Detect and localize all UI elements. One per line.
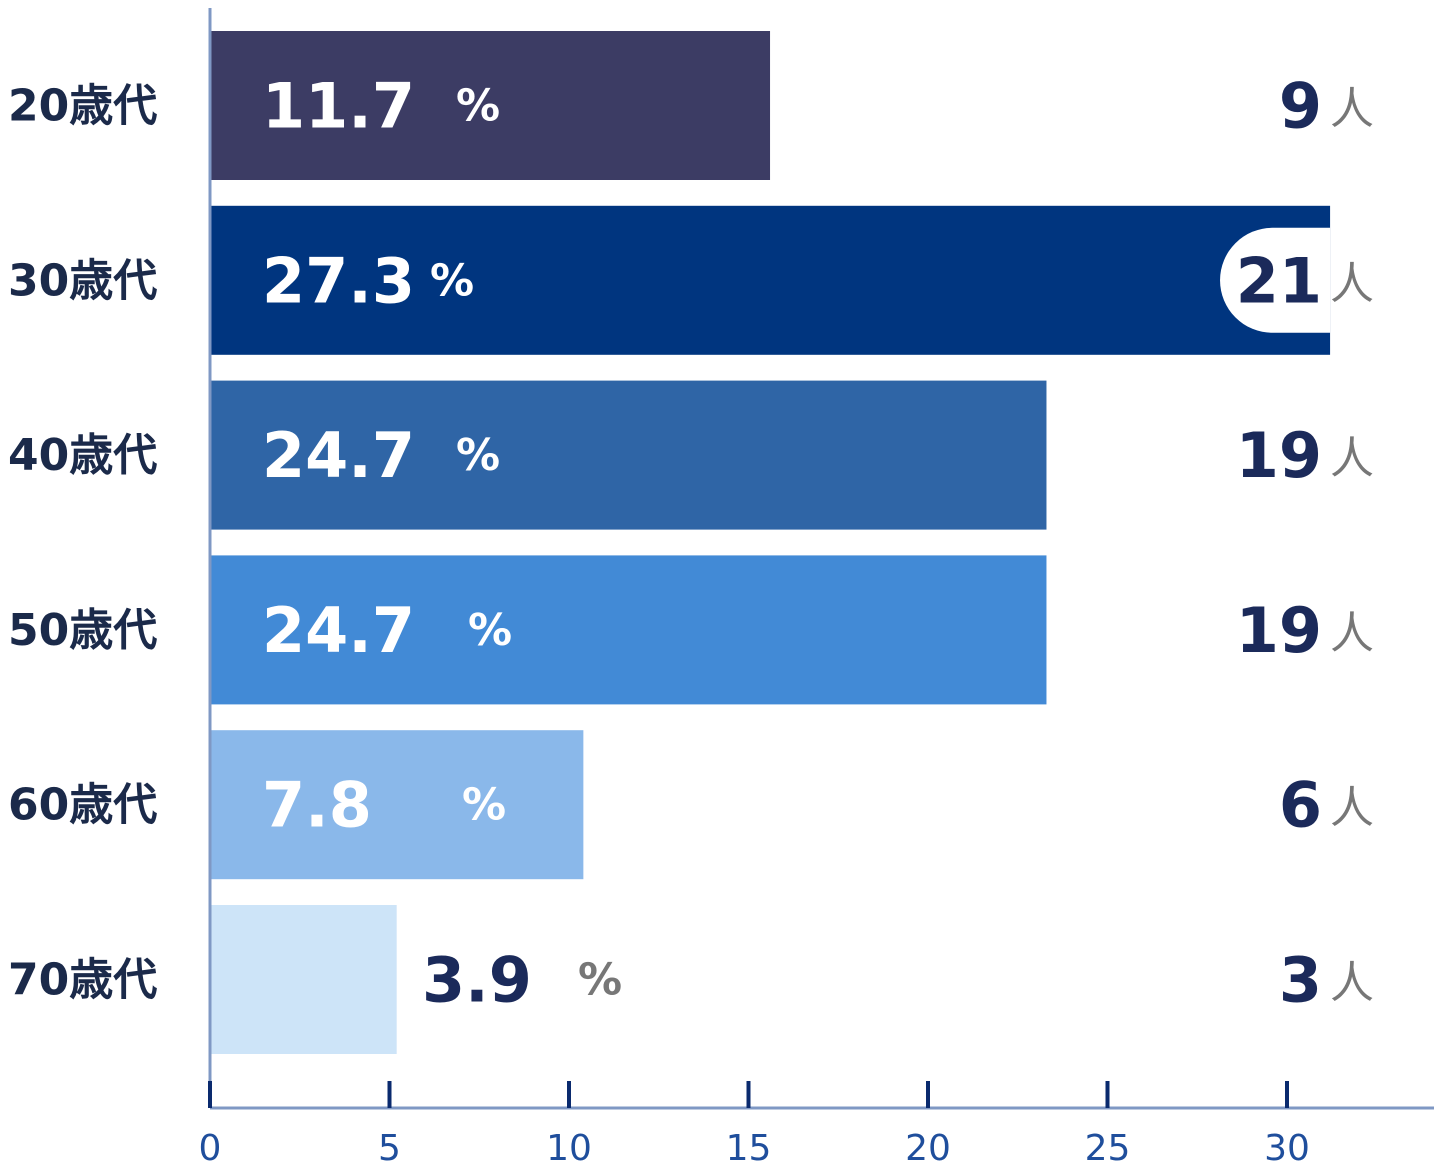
x-tick-label-0: 0: [199, 1128, 222, 1169]
count-unit-4: 人: [1330, 783, 1374, 834]
count-unit-5: 人: [1330, 958, 1374, 1009]
count-value-1: 21: [1236, 244, 1322, 317]
percent-label-1: 27.3: [262, 244, 415, 317]
category-label-5: 70歳代: [8, 955, 157, 1006]
category-label-0: 20歳代: [8, 81, 157, 132]
x-axis: 0 5 10 15 20 25 30: [199, 8, 1434, 1169]
x-tick-label-4: 20: [905, 1128, 951, 1169]
x-tick-label-5: 25: [1085, 1128, 1131, 1169]
percent-label-5: 3.9: [422, 944, 532, 1017]
bar-5: [210, 905, 397, 1054]
percent-label-4: 7.8: [262, 769, 372, 842]
count-unit-2: 人: [1330, 433, 1374, 484]
percent-label-3: 24.7: [262, 594, 415, 667]
percent-label-2: 24.7: [262, 419, 415, 492]
bar-2: [210, 380, 1047, 530]
count-unit-3: 人: [1330, 608, 1374, 659]
percent-symbol-3: %: [468, 605, 512, 656]
category-label-1: 30歳代: [8, 255, 157, 306]
count-value-2: 19: [1236, 419, 1322, 492]
count-value-3: 19: [1236, 594, 1322, 667]
bars-group: [210, 31, 1331, 1054]
percent-symbol-0: %: [456, 81, 500, 132]
percent-symbol-2: %: [456, 430, 500, 481]
x-tick-label-1: 5: [378, 1128, 401, 1169]
count-unit-1: 人: [1330, 258, 1374, 309]
bar-3: [210, 555, 1047, 705]
count-value-4: 6: [1279, 769, 1322, 842]
highlight-tab: [1220, 227, 1331, 333]
percent-symbol-4: %: [462, 780, 506, 831]
bar-4: [210, 730, 584, 880]
x-tick-label-2: 10: [546, 1128, 592, 1169]
percent-symbol-1: %: [430, 255, 474, 306]
category-label-2: 40歳代: [8, 430, 157, 481]
bar-0: [210, 31, 771, 180]
category-label-3: 50歳代: [8, 605, 157, 656]
x-tick-label-6: 30: [1264, 1128, 1310, 1169]
bar-1: [210, 205, 1331, 355]
percent-symbol-5: %: [578, 955, 622, 1006]
count-unit-0: 人: [1330, 84, 1374, 135]
count-value-0: 9: [1279, 70, 1322, 143]
percent-label-0: 11.7: [262, 70, 415, 143]
x-tick-label-3: 15: [726, 1128, 772, 1169]
count-value-5: 3: [1279, 944, 1322, 1017]
category-label-4: 60歳代: [8, 780, 157, 831]
